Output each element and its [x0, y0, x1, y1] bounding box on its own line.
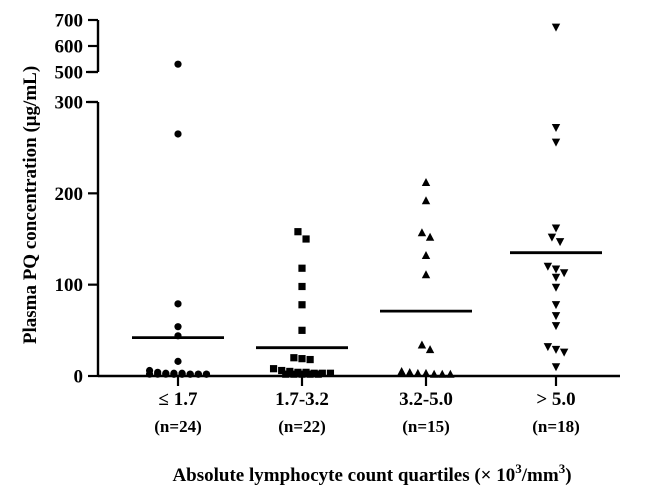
data-point-triangle-up: [421, 270, 431, 279]
x-category-n-label: (n=15): [402, 417, 449, 436]
data-point-triangle-down: [555, 238, 565, 247]
data-point-square: [298, 282, 306, 291]
data-point-triangle-down: [551, 265, 561, 274]
data-point-square: [310, 369, 318, 377]
x-axis-title: Absolute lymphocyte count quartiles (× 1…: [172, 461, 571, 486]
y-tick-label: 700: [55, 11, 84, 32]
y-tick-label: 500: [55, 63, 84, 84]
y-ticks-group: 0 100 200 300 500 600 700: [55, 11, 98, 388]
x-category-n-label: (n=24): [154, 417, 201, 436]
y-tick-label: 300: [55, 93, 84, 114]
y-axis-title: Plasma PQ concentration (μg/mL): [20, 66, 41, 344]
data-point-circle: [174, 323, 182, 331]
data-point-triangle-down: [543, 343, 553, 352]
data-point-circle: [174, 130, 182, 138]
data-point-triangle-up: [417, 340, 427, 349]
data-point-circle: [178, 370, 186, 378]
data-point-triangle-down: [543, 262, 553, 271]
data-point-circle: [194, 370, 202, 378]
data-point-triangle-up: [429, 369, 439, 378]
data-point-circle: [162, 370, 170, 378]
data-point-triangle-down: [551, 123, 561, 132]
data-point-square: [298, 326, 306, 334]
data-point-circle: [174, 60, 182, 68]
data-point-triangle-up: [425, 232, 435, 241]
data-point-square: [290, 354, 298, 362]
data-point-triangle-up: [405, 367, 414, 376]
data-points-group: [145, 23, 569, 378]
data-point-triangle-up: [397, 367, 406, 376]
data-point-square: [306, 355, 314, 364]
data-point-square: [298, 301, 306, 309]
data-point-square: [298, 355, 306, 363]
data-point-triangle-down: [551, 283, 561, 292]
data-point-circle: [170, 370, 178, 378]
data-point-triangle-down: [551, 345, 561, 354]
x-category-label: ≤ 1.7: [159, 389, 198, 410]
x-labels-group: ≤ 1.7 (n=24) 1.7-3.2 (n=22) 3.2-5.0 (n=15) > 5…: [154, 376, 580, 436]
y-tick-label: 200: [55, 184, 84, 205]
data-point-circle: [145, 370, 154, 378]
data-point-square: [298, 370, 306, 378]
data-point-square: [314, 370, 322, 378]
data-point-circle: [174, 300, 182, 308]
data-point-triangle-down: [547, 233, 557, 242]
x-category-label: 1.7-3.2: [275, 389, 329, 410]
data-point-square: [294, 228, 302, 236]
data-point-triangle-down: [551, 363, 561, 372]
data-point-square: [302, 368, 310, 376]
data-point-triangle-up: [417, 228, 427, 237]
data-point-circle: [154, 370, 162, 378]
data-point-triangle-down: [559, 269, 569, 278]
x-category-label: 3.2-5.0: [399, 389, 453, 410]
data-point-square: [282, 370, 290, 378]
data-point-triangle-down: [551, 273, 561, 282]
data-point-triangle-down: [551, 138, 561, 147]
data-point-triangle-down: [559, 348, 569, 357]
x-category-n-label: (n=22): [278, 417, 325, 436]
x-category-n-label: (n=18): [532, 417, 579, 436]
data-point-triangle-up: [425, 345, 435, 354]
data-point-square: [278, 366, 286, 375]
data-point-circle: [186, 370, 194, 378]
data-point-triangle-down: [551, 23, 561, 32]
data-point-triangle-up: [438, 369, 447, 378]
axes-group: [86, 20, 620, 378]
y-tick-label: 600: [55, 37, 84, 58]
y-tick-label: 0: [74, 367, 84, 388]
data-point-triangle-down: [551, 301, 561, 310]
data-point-square: [298, 264, 306, 272]
data-point-square: [294, 368, 302, 376]
data-point-triangle-up: [413, 368, 423, 377]
data-point-square: [302, 235, 310, 243]
data-point-triangle-down: [551, 312, 561, 321]
data-point-triangle-up: [421, 368, 431, 377]
data-point-square: [290, 370, 298, 378]
data-point-circle: [174, 357, 182, 365]
data-point-square: [306, 370, 314, 378]
y-tick-label: 100: [55, 275, 84, 296]
mean-lines-group: [132, 251, 602, 350]
data-point-triangle-down: [551, 224, 561, 233]
data-point-square: [318, 369, 326, 377]
data-point-circle: [202, 370, 211, 378]
data-point-square: [286, 367, 294, 376]
data-point-triangle-down: [551, 322, 561, 331]
data-point-triangle-up: [421, 251, 431, 260]
data-point-square: [269, 365, 278, 373]
data-point-triangle-up: [421, 177, 431, 186]
x-category-label: > 5.0: [536, 389, 575, 410]
data-point-triangle-up: [421, 196, 431, 205]
data-point-square: [326, 369, 335, 377]
data-point-triangle-up: [446, 369, 455, 378]
